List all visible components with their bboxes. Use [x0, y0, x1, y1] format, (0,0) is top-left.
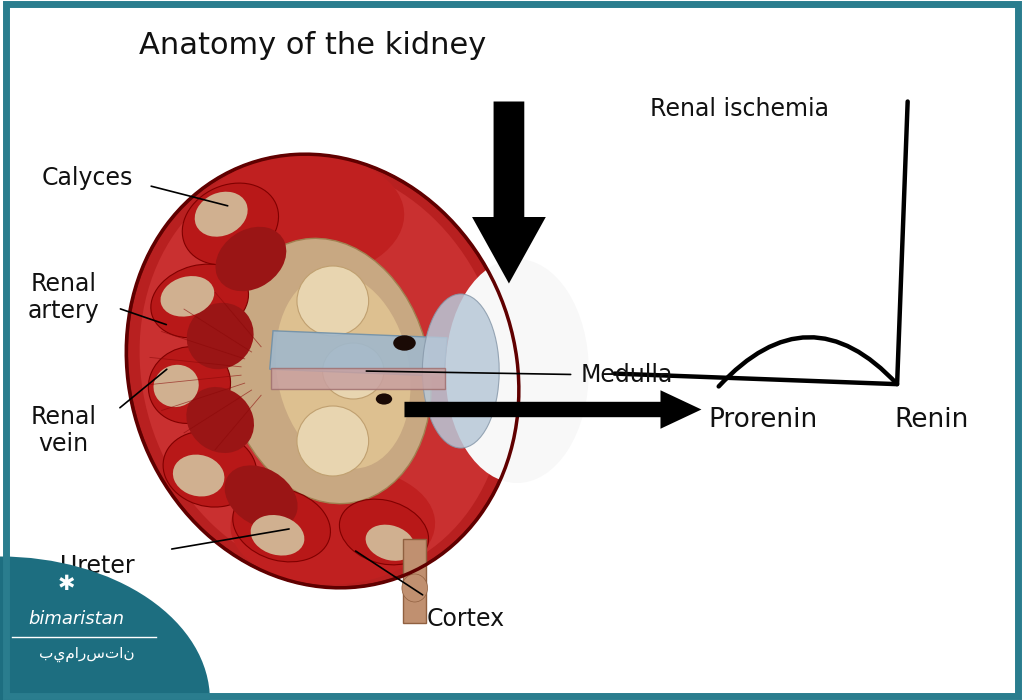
Text: Renal ischemia: Renal ischemia	[650, 97, 829, 120]
Ellipse shape	[445, 259, 589, 483]
Ellipse shape	[232, 488, 331, 562]
Text: Renal
artery: Renal artery	[28, 272, 99, 323]
Ellipse shape	[297, 406, 369, 476]
Ellipse shape	[297, 266, 369, 336]
Ellipse shape	[275, 273, 411, 469]
Text: ✱: ✱	[57, 575, 76, 594]
Ellipse shape	[154, 365, 199, 407]
Text: Medulla: Medulla	[581, 363, 673, 386]
Text: bimaristan: bimaristan	[29, 610, 125, 629]
Text: Prorenin: Prorenin	[709, 407, 817, 433]
FancyArrow shape	[404, 391, 701, 428]
Ellipse shape	[161, 276, 214, 316]
FancyArrow shape	[269, 331, 447, 376]
Circle shape	[0, 556, 210, 700]
Ellipse shape	[148, 346, 230, 424]
Text: Renin: Renin	[895, 407, 969, 433]
FancyArrow shape	[271, 368, 445, 388]
Text: Renal
vein: Renal vein	[31, 405, 96, 456]
FancyArrowPatch shape	[614, 102, 907, 386]
Ellipse shape	[224, 239, 431, 503]
Text: بيمارستان: بيمارستان	[39, 647, 135, 662]
Ellipse shape	[401, 574, 428, 602]
Ellipse shape	[195, 192, 248, 237]
Text: Ureter: Ureter	[60, 554, 134, 578]
Ellipse shape	[323, 343, 384, 399]
Ellipse shape	[186, 387, 254, 453]
Ellipse shape	[139, 163, 506, 579]
FancyArrow shape	[472, 102, 546, 284]
Ellipse shape	[182, 183, 279, 265]
Ellipse shape	[163, 431, 257, 507]
Ellipse shape	[127, 155, 518, 587]
Text: Calyces: Calyces	[41, 167, 133, 190]
Ellipse shape	[423, 294, 500, 448]
Ellipse shape	[230, 466, 435, 584]
FancyArrow shape	[403, 539, 426, 623]
Text: Anatomy of the kidney: Anatomy of the kidney	[138, 31, 486, 60]
Ellipse shape	[224, 466, 298, 528]
Ellipse shape	[393, 335, 416, 351]
Ellipse shape	[186, 303, 254, 369]
Ellipse shape	[200, 154, 404, 280]
Ellipse shape	[151, 264, 249, 338]
Ellipse shape	[366, 525, 415, 561]
Text: Cortex: Cortex	[427, 608, 505, 631]
Ellipse shape	[173, 454, 224, 496]
Ellipse shape	[376, 393, 392, 405]
Ellipse shape	[215, 227, 287, 291]
Ellipse shape	[339, 499, 429, 565]
Ellipse shape	[251, 515, 304, 556]
